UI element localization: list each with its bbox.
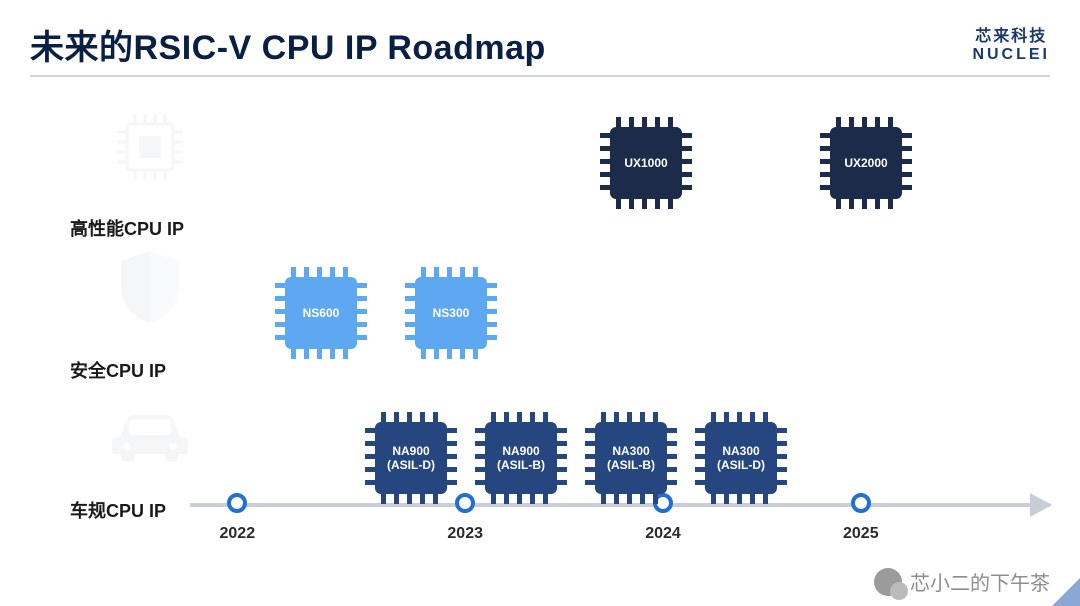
timeline-tick-2022 xyxy=(227,493,247,513)
slide: 未来的RSIC-V CPU IP Roadmap 芯来科技 NUCLEI xyxy=(0,0,1080,606)
corner-fold-icon xyxy=(1052,578,1080,606)
chip-ux2000: UX2000 xyxy=(830,127,902,199)
chip-na300: NA300 (ASIL-D) xyxy=(705,422,777,494)
title-underline xyxy=(30,75,1050,77)
timeline-year-2022: 2022 xyxy=(220,525,256,543)
chip-label: NA900 (ASIL-B) xyxy=(497,444,545,473)
chip-label: NS600 xyxy=(303,306,340,320)
roadmap-canvas: 高性能CPU IP 安全CPU IP 车规CPU IP 2022 2023 2024… xyxy=(30,97,1050,557)
cpu-chip-icon xyxy=(110,107,190,187)
chip-label: UX1000 xyxy=(624,156,667,170)
page-title: 未来的RSIC-V CPU IP Roadmap xyxy=(30,20,1050,69)
timeline-year-2024: 2024 xyxy=(645,525,681,543)
car-icon xyxy=(110,395,190,475)
chip-label: NA300 (ASIL-D) xyxy=(717,444,765,473)
chip-ns600: NS600 xyxy=(285,277,357,349)
chip-label: NA300 (ASIL-B) xyxy=(607,444,655,473)
row-label-auto: 车规CPU IP xyxy=(70,497,166,523)
timeline-year-2025: 2025 xyxy=(843,525,879,543)
timeline-tick-2025 xyxy=(851,493,871,513)
timeline-arrow-icon xyxy=(1030,493,1052,517)
chip-na900: NA900 (ASIL-B) xyxy=(485,422,557,494)
timeline-year-2023: 2023 xyxy=(447,525,483,543)
chip-ns300: NS300 xyxy=(415,277,487,349)
watermark-text: 芯小二的下午茶 xyxy=(910,567,1050,596)
chip-na300: NA300 (ASIL-B) xyxy=(595,422,667,494)
watermark: 芯小二的下午茶 xyxy=(874,567,1050,596)
brand-logo-cn: 芯来科技 xyxy=(972,22,1050,46)
brand-logo-en: NUCLEI xyxy=(972,46,1050,64)
timeline-tick-2023 xyxy=(455,493,475,513)
chip-label: UX2000 xyxy=(844,156,887,170)
row-label-perf: 高性能CPU IP xyxy=(70,215,184,241)
chip-ux1000: UX1000 xyxy=(610,127,682,199)
wechat-icon xyxy=(874,568,902,596)
chip-label: NA900 (ASIL-D) xyxy=(387,444,435,473)
shield-icon xyxy=(110,247,190,327)
chip-na900: NA900 (ASIL-D) xyxy=(375,422,447,494)
chip-label: NS300 xyxy=(433,306,470,320)
row-label-secure: 安全CPU IP xyxy=(70,357,166,383)
brand-logo: 芯来科技 NUCLEI xyxy=(972,22,1050,64)
